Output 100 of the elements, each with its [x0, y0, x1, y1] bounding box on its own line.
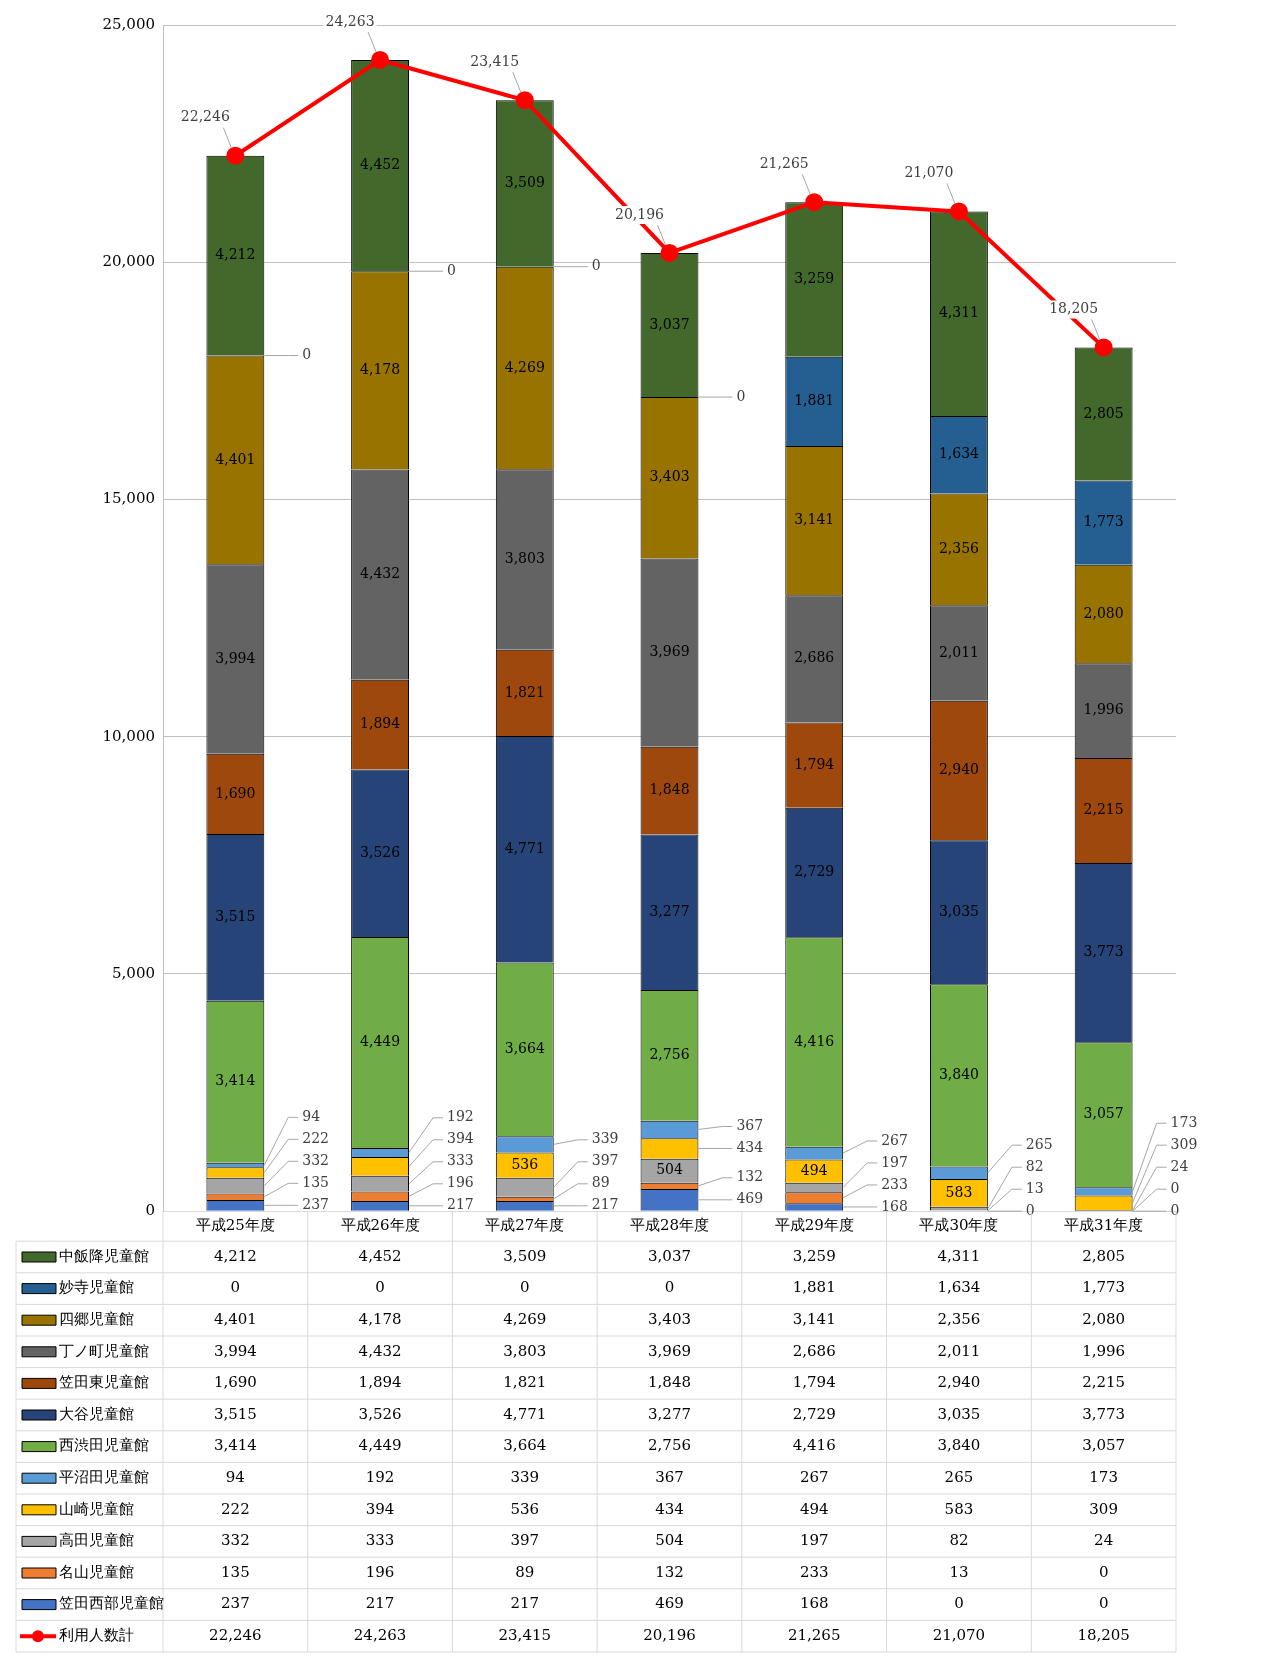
data-label: 4,178 — [358, 1310, 402, 1329]
text: 3,526 — [360, 843, 401, 860]
text: 0 — [1170, 1179, 1180, 1196]
data-label: 434 — [655, 1499, 684, 1518]
text: 339 — [591, 1130, 619, 1147]
text: 583 — [945, 1183, 973, 1200]
legend-label: 名山児童館 — [59, 1562, 134, 1581]
data-label: 0 — [954, 1594, 964, 1613]
text: 309 — [1170, 1135, 1198, 1152]
text: 0 — [302, 346, 312, 363]
text: 394 — [447, 1130, 474, 1147]
text: 2,686 — [794, 649, 835, 666]
y-tick-label: 20,000 — [102, 252, 155, 271]
text: 1,821 — [504, 683, 545, 700]
data-label: 24,263 — [353, 1626, 407, 1645]
text: 1,690 — [215, 784, 256, 801]
data-label: 22,246 — [209, 1626, 262, 1645]
data-label: 1,634 — [937, 1278, 981, 1297]
text: 23,415 — [470, 52, 520, 69]
text: 4,269 — [504, 358, 545, 375]
data-label: 21,265 — [787, 1626, 841, 1645]
legend-label: 笠田東児童館 — [59, 1373, 149, 1392]
text: 397 — [591, 1152, 619, 1169]
data-label: 3,141 — [792, 1310, 836, 1329]
text: 3,509 — [504, 174, 545, 191]
data-label: 3,664 — [503, 1436, 547, 1455]
data-label: 13 — [949, 1562, 969, 1581]
legend-label: 中飯降児童館 — [59, 1246, 149, 1265]
data-label: 217 — [510, 1594, 540, 1613]
text: 135 — [302, 1173, 330, 1190]
data-label: 397 — [510, 1531, 540, 1550]
text: 1,794 — [794, 755, 835, 772]
data-label: 469 — [655, 1594, 684, 1613]
data-label: 265 — [944, 1468, 974, 1487]
data-label: 4,432 — [358, 1341, 402, 1360]
text: 4,416 — [794, 1032, 835, 1049]
legend-label: 高田児童館 — [59, 1531, 134, 1550]
text: 1,634 — [938, 445, 979, 462]
data-label: 3,035 — [937, 1404, 981, 1423]
data-label: 168 — [799, 1594, 829, 1613]
text: 4,212 — [215, 246, 256, 263]
text: 267 — [881, 1131, 908, 1148]
y-tick-label: 5,000 — [112, 963, 155, 982]
data-label: 2,756 — [648, 1436, 691, 1455]
text: 132 — [736, 1168, 764, 1185]
text: 1,773 — [1083, 513, 1124, 530]
data-label: 309 — [1089, 1499, 1118, 1518]
data-label: 3,057 — [1082, 1436, 1126, 1455]
data-label: 1,690 — [213, 1373, 257, 1392]
data-label: 94 — [225, 1468, 245, 1487]
text: 3,414 — [215, 1072, 256, 1089]
text: 233 — [881, 1175, 908, 1192]
text: 197 — [881, 1153, 908, 1170]
text: 3,037 — [649, 315, 690, 332]
text: 469 — [736, 1190, 764, 1207]
data-label: 0 — [664, 1278, 675, 1297]
data-label: 1,794 — [792, 1373, 836, 1392]
data-label: 3,037 — [648, 1246, 691, 1265]
data-label: 1,773 — [1082, 1278, 1126, 1297]
data-label: 2,215 — [1082, 1373, 1126, 1392]
data-label: 4,416 — [792, 1436, 836, 1455]
data-label: 196 — [365, 1562, 395, 1581]
data-label: 3,526 — [358, 1404, 402, 1423]
data-label: 4,212 — [213, 1246, 257, 1265]
data-label: 267 — [799, 1468, 829, 1487]
text: 0 — [1025, 1201, 1035, 1218]
data-label: 4,452 — [358, 1246, 402, 1265]
x-tick-label: 平成28年度 — [629, 1216, 710, 1235]
text: 434 — [736, 1139, 764, 1156]
data-label: 1,881 — [792, 1278, 836, 1297]
text: 1,848 — [649, 781, 690, 798]
x-tick-label: 平成30年度 — [919, 1216, 999, 1235]
text: 3,803 — [504, 550, 545, 567]
text: 94 — [302, 1107, 321, 1124]
data-label: 494 — [799, 1499, 829, 1518]
data-label: 23,415 — [498, 1626, 552, 1645]
text: 21,265 — [759, 154, 809, 171]
text: 333 — [447, 1152, 474, 1169]
text: 3,277 — [649, 902, 690, 919]
text: 20,196 — [615, 205, 664, 222]
y-tick-label: 0 — [145, 1201, 155, 1220]
text: 24 — [1170, 1157, 1189, 1174]
text: 82 — [1025, 1157, 1044, 1174]
data-label: 394 — [365, 1499, 395, 1518]
text: 24,263 — [325, 12, 375, 29]
data-label: 333 — [365, 1531, 395, 1550]
legend-label: 丁ノ町児童館 — [59, 1341, 149, 1360]
text: 2,805 — [1083, 404, 1124, 421]
data-label: 0 — [1098, 1594, 1109, 1613]
text: 3,141 — [794, 511, 835, 528]
text: 196 — [447, 1174, 474, 1191]
data-label: 24 — [1094, 1531, 1114, 1550]
text: 2,215 — [1083, 801, 1124, 818]
text: 3,515 — [215, 908, 256, 925]
data-label: 1,996 — [1082, 1341, 1126, 1360]
data-label: 3,403 — [648, 1310, 691, 1329]
text: 2,729 — [794, 863, 835, 880]
text: 18,205 — [1049, 300, 1099, 317]
data-label: 4,449 — [358, 1436, 402, 1455]
legend-label: 利用人数計 — [59, 1626, 134, 1645]
